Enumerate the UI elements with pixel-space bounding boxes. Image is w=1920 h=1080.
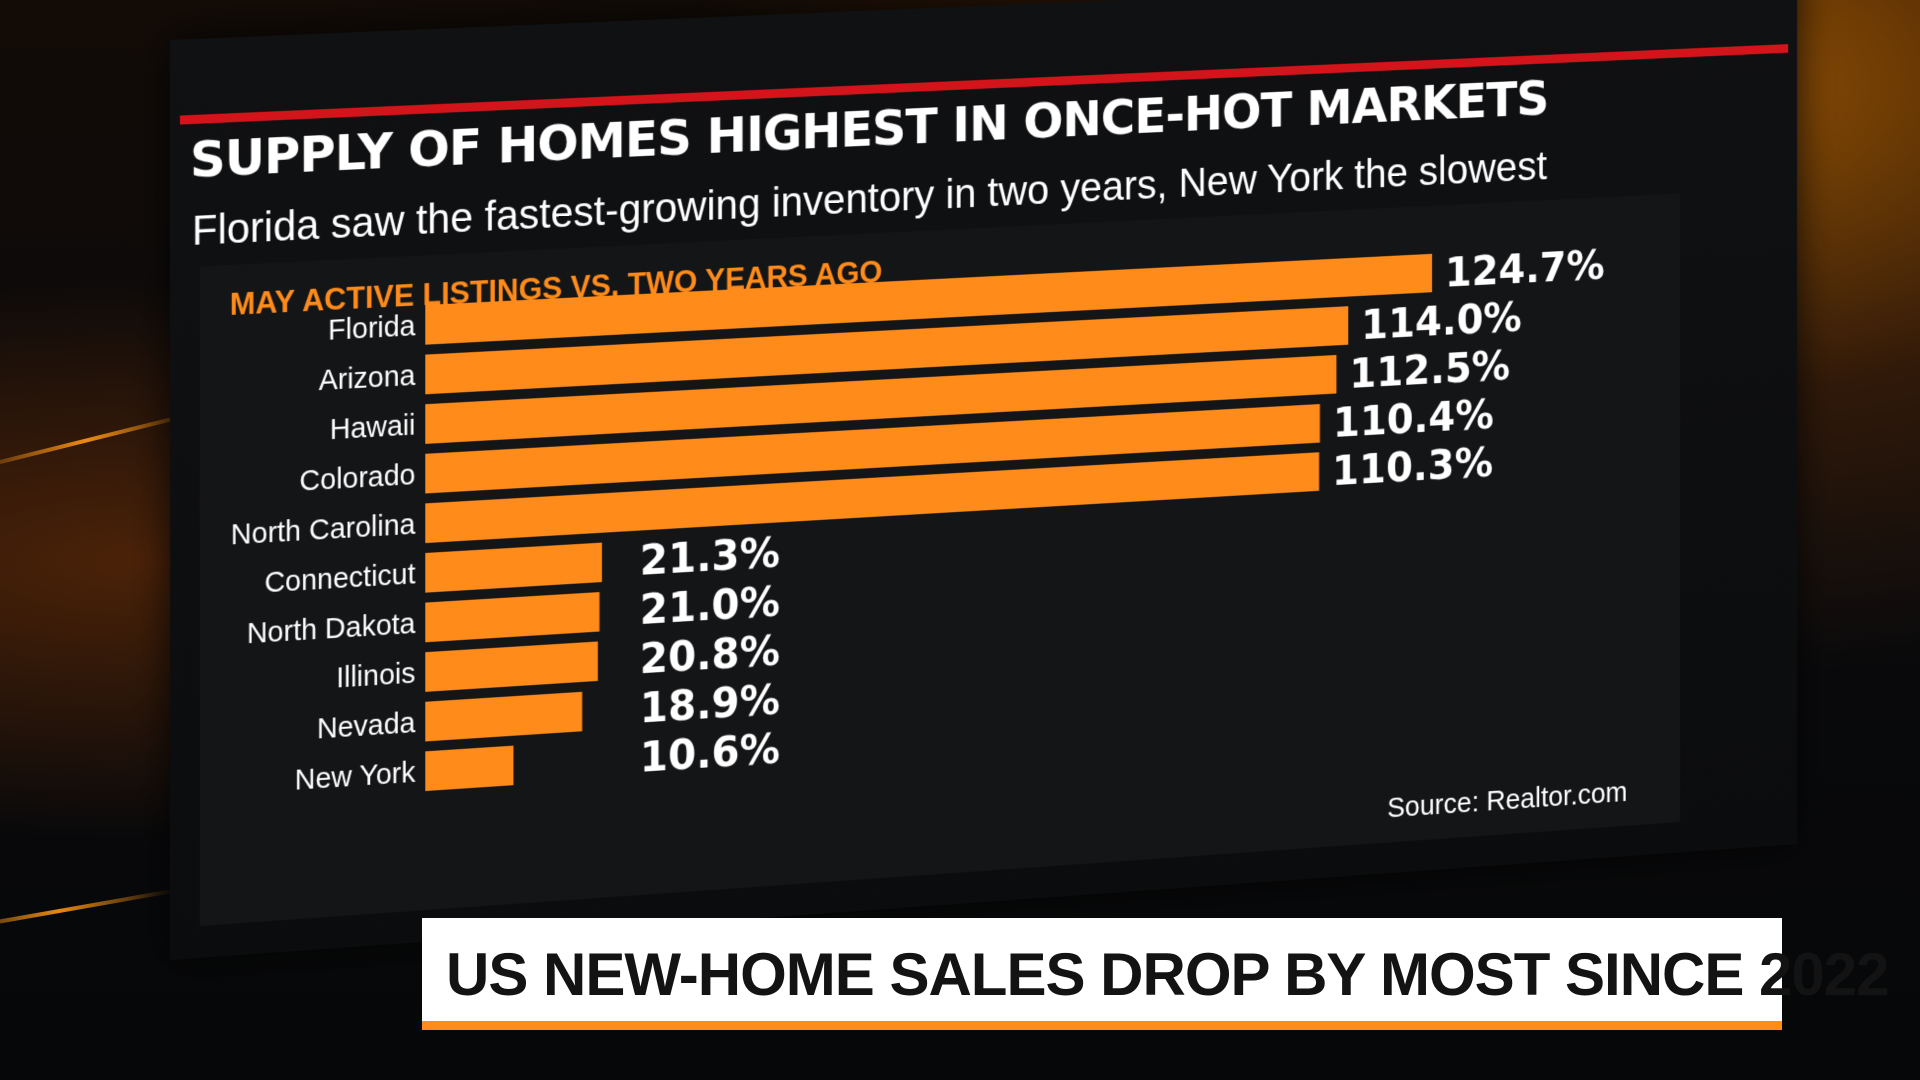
background-light-streak (0, 888, 177, 934)
category-label: Illinois (336, 658, 415, 695)
category-label: North Carolina (231, 509, 417, 552)
category-label: Florida (328, 310, 416, 346)
value-label: 21.0% (640, 577, 780, 634)
value-label: 20.8% (640, 626, 780, 683)
bar (425, 592, 599, 642)
category-label: Nevada (317, 707, 416, 745)
bar-chart: Florida 124.7% Arizona 114.0% Hawaii 112.5% Co… (200, 194, 1680, 886)
lower-third-banner: US NEW-HOME SALES DROP BY MOST SINCE 202… (422, 918, 1782, 1030)
video-wall-screen: SUPPLY OF HOMES HIGHEST IN ONCE-HOT MARK… (170, 0, 1797, 960)
lower-third-headline: US NEW-HOME SALES DROP BY MOST SINCE 202… (446, 940, 1889, 1009)
value-label: 18.9% (640, 675, 780, 732)
value-label: 112.5% (1349, 342, 1510, 398)
value-label: 10.6% (640, 724, 780, 781)
category-label: Arizona (319, 360, 417, 397)
value-label: 110.3% (1332, 438, 1493, 494)
category-label: Hawaii (330, 410, 416, 447)
chart-panel: MAY ACTIVE LISTINGS VS. TWO YEARS AGO Fl… (200, 194, 1680, 926)
bar (425, 543, 602, 593)
value-label: 124.7% (1445, 241, 1605, 296)
value-label: 114.0% (1361, 293, 1522, 349)
category-label: Colorado (299, 459, 415, 497)
value-label: 110.4% (1333, 391, 1494, 447)
bar (425, 746, 513, 791)
bar (425, 692, 582, 742)
bar (425, 641, 598, 691)
category-label: Connecticut (264, 559, 415, 600)
category-label: North Dakota (247, 608, 417, 650)
value-label: 21.3% (640, 528, 780, 585)
category-label: New York (295, 757, 416, 797)
